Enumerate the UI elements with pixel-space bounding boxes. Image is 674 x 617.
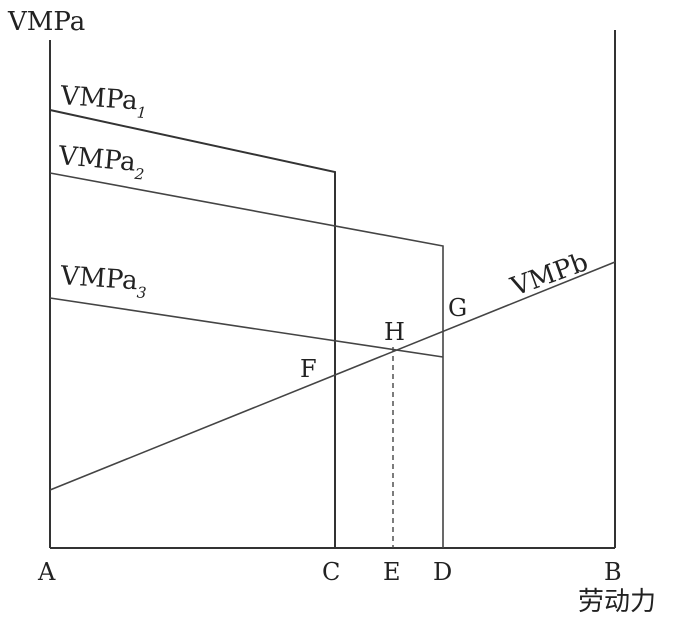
vmpa2-label-text: VMPa [56, 141, 137, 178]
vmpb-label: VMPb [506, 247, 592, 303]
point-g-label: G [448, 294, 467, 322]
y-axis-label: VMPa [7, 7, 85, 37]
vmpa1-label-subscript: 1 [136, 103, 147, 122]
point-e-label: E [383, 558, 401, 586]
point-h-label: H [384, 318, 405, 346]
x-axis-label: 劳动力 [578, 587, 656, 617]
vmpa1-label: VMPa1 [58, 81, 148, 122]
vmpa3-label: VMPa3 [58, 261, 148, 302]
vmpa1-label-text: VMPa [59, 81, 139, 116]
point-b-label: B [604, 558, 622, 586]
vmpa2-curve [49, 172, 444, 548]
vmpa1-curve [49, 109, 336, 548]
vmpa2-label: VMPa2 [56, 141, 146, 184]
point-d-label: D [433, 558, 452, 586]
vmpa3-label-text: VMPa [59, 261, 139, 296]
point-a-label: A [37, 558, 56, 586]
vmpa3-label-subscript: 3 [136, 283, 147, 302]
point-c-label: C [322, 558, 340, 586]
vmpa3-curve [49, 297, 444, 358]
vmpa2-label-subscript: 2 [133, 165, 145, 184]
vmpb-curve [49, 261, 616, 491]
point-f-label: F [300, 355, 317, 383]
